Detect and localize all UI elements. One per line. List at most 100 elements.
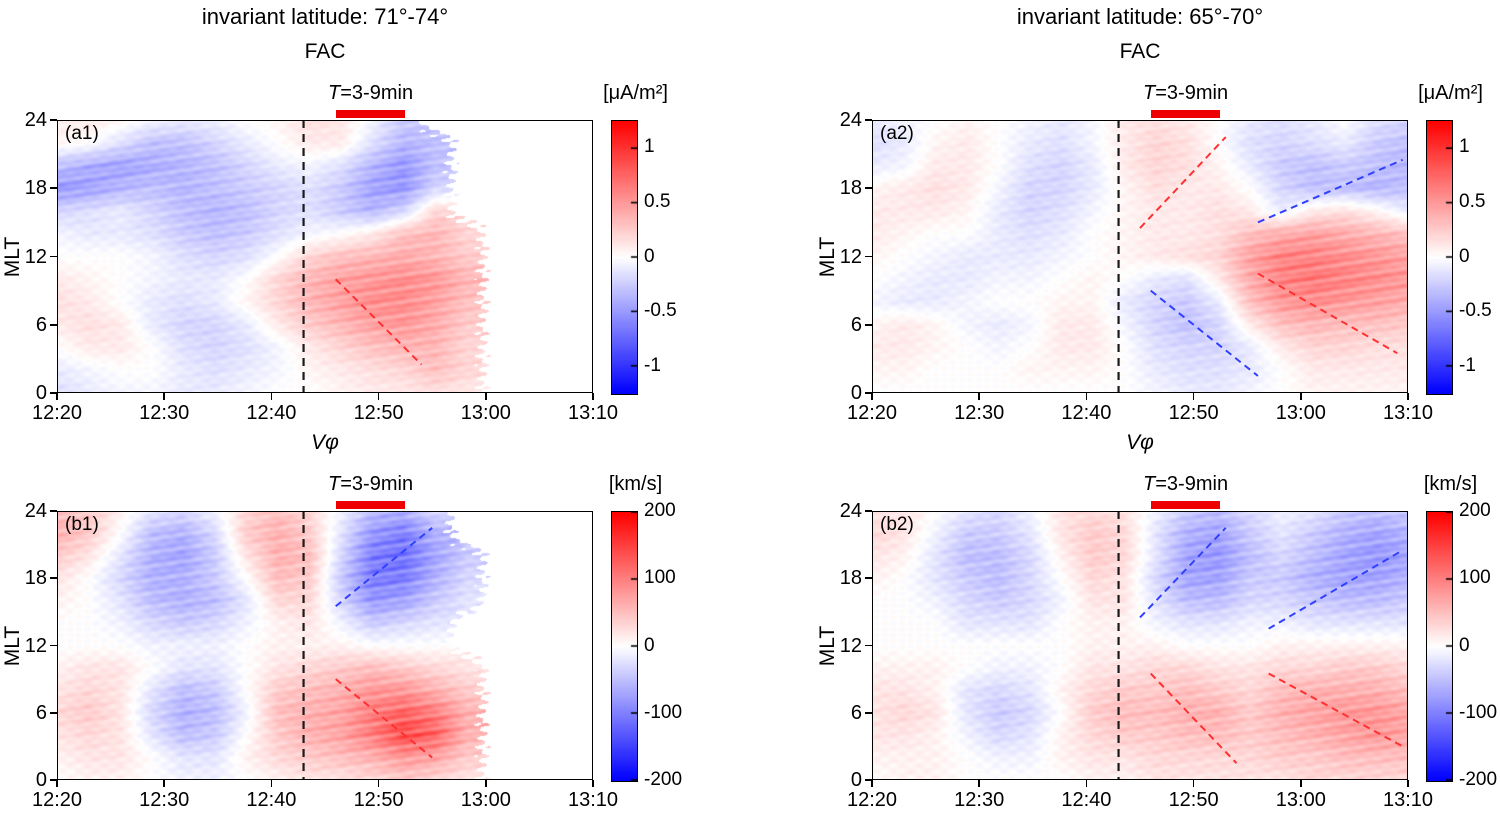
y-tick-mark <box>865 644 872 647</box>
y-tick-mark <box>50 644 57 647</box>
x-tick-label: 13:00 <box>1275 789 1326 811</box>
heatmap-plot-b1: (b1) <box>57 511 593 780</box>
x-tick-mark <box>1085 393 1088 400</box>
period-label-rest: =3-9min <box>1155 82 1229 104</box>
colorbar-tick-label: -0.5 <box>1459 300 1492 322</box>
colorbar-tick-label: 0 <box>1459 245 1470 267</box>
y-tick-label: 18 <box>24 177 47 200</box>
x-tick-mark <box>163 780 165 787</box>
y-tick-mark <box>865 255 872 258</box>
x-tick-label: 12:40 <box>1061 402 1112 424</box>
x-tick-mark <box>871 780 873 787</box>
phase-propagation-dashed-line <box>1257 158 1404 224</box>
y-tick-mark <box>865 510 872 512</box>
row-title: FAC <box>304 40 346 63</box>
colorbar-gradient <box>1427 512 1452 781</box>
y-tick-mark <box>50 510 57 512</box>
phase-propagation-dashed-line <box>1268 549 1404 630</box>
period-label-rest: =3-9min <box>340 473 414 495</box>
colorbar-tick-label: 200 <box>1459 500 1491 521</box>
colorbar-tick-label: 0 <box>644 245 655 267</box>
panel-label: (a1) <box>65 123 99 144</box>
heatmap-plot-b2: (b2) <box>872 511 1408 780</box>
x-tick-mark <box>1192 780 1195 787</box>
unit-label: [km/s] <box>1423 473 1478 495</box>
annotation-overlay <box>302 120 423 393</box>
y-tick-mark <box>50 577 57 580</box>
y-tick-label: 24 <box>839 500 862 522</box>
x-tick-label: 12:40 <box>246 789 297 811</box>
colorbar-tick-label: 1 <box>644 136 655 158</box>
period-bar <box>1150 110 1221 118</box>
x-tick-mark <box>163 393 165 400</box>
period-label-italic: T <box>1143 473 1156 495</box>
y-tick-mark <box>865 323 872 326</box>
period-bar <box>335 501 406 509</box>
y-tick-label: 0 <box>850 382 862 404</box>
column-title: invariant latitude: 65°-70° <box>1016 4 1264 29</box>
y-tick-mark <box>865 187 872 190</box>
period-label-italic: T <box>328 473 341 495</box>
x-tick-mark <box>592 393 594 400</box>
x-tick-mark <box>485 393 487 400</box>
colorbar-tick-label: 0 <box>644 634 655 656</box>
x-tick-label: 12:50 <box>353 402 404 424</box>
colorbar-tick-label: 100 <box>1459 567 1491 589</box>
y-tick-mark <box>50 187 57 190</box>
y-tick-mark <box>50 392 57 394</box>
colorbar-tick-label: 0.5 <box>644 190 671 212</box>
annotation-overlay <box>1117 511 1404 780</box>
y-tick-label: 6 <box>35 701 47 724</box>
x-tick-mark <box>485 780 487 787</box>
x-tick-label: 12:30 <box>139 789 190 811</box>
y-tick-label: 6 <box>35 313 47 336</box>
colorbar-gradient <box>612 512 637 781</box>
y-tick-label: 18 <box>839 177 862 200</box>
y-tick-label: 12 <box>839 634 862 657</box>
colorbar <box>1426 511 1453 782</box>
colorbar-tick-label: 1 <box>1459 136 1470 158</box>
colorbar-tick-label: -200 <box>1459 769 1498 790</box>
x-tick-label: 12:30 <box>954 789 1005 811</box>
x-tick-mark <box>1085 780 1088 787</box>
y-tick-label: 24 <box>24 500 47 522</box>
annotation-overlay <box>1117 120 1404 393</box>
x-tick-mark <box>978 780 980 787</box>
y-tick-mark <box>865 577 872 580</box>
x-tick-mark <box>56 780 58 787</box>
y-tick-mark <box>865 711 872 714</box>
x-tick-mark <box>1300 393 1302 400</box>
y-tick-label: 0 <box>850 769 862 791</box>
y-tick-label: 12 <box>24 634 47 657</box>
unit-label: [km/s] <box>608 473 663 495</box>
x-tick-label: 12:20 <box>846 402 898 424</box>
colorbar-tick-label: -0.5 <box>644 300 677 322</box>
column-title: invariant latitude: 71°-74° <box>201 4 449 29</box>
y-tick-label: 6 <box>850 313 862 336</box>
row-title: Vφ <box>1126 431 1154 454</box>
x-tick-mark <box>978 393 980 400</box>
y-tick-mark <box>50 711 57 714</box>
heatmap-canvas <box>57 511 593 780</box>
heatmap-plot-a1: (a1) <box>57 120 593 393</box>
row-title: FAC <box>1119 40 1161 63</box>
heatmap-canvas <box>872 120 1408 393</box>
phase-propagation-dashed-line <box>1257 272 1398 355</box>
phase-propagation-dashed-line <box>1149 672 1238 764</box>
y-tick-label: 12 <box>839 245 862 268</box>
period-label-italic: T <box>1143 82 1156 104</box>
y-tick-mark <box>865 392 872 394</box>
colorbar <box>611 511 638 782</box>
y-tick-label: 18 <box>24 567 47 590</box>
x-tick-mark <box>56 393 58 400</box>
x-tick-mark <box>377 393 380 400</box>
row-title: Vφ <box>311 431 339 454</box>
x-tick-label: 12:50 <box>353 789 404 811</box>
panel-label: (b1) <box>65 514 99 535</box>
colorbar <box>1426 120 1453 395</box>
period-label: T=3-9min <box>1143 473 1228 496</box>
colorbar-tick-label: 100 <box>644 567 676 589</box>
period-label: T=3-9min <box>328 473 413 496</box>
x-tick-mark <box>871 393 873 400</box>
x-tick-label: 12:30 <box>954 402 1005 424</box>
